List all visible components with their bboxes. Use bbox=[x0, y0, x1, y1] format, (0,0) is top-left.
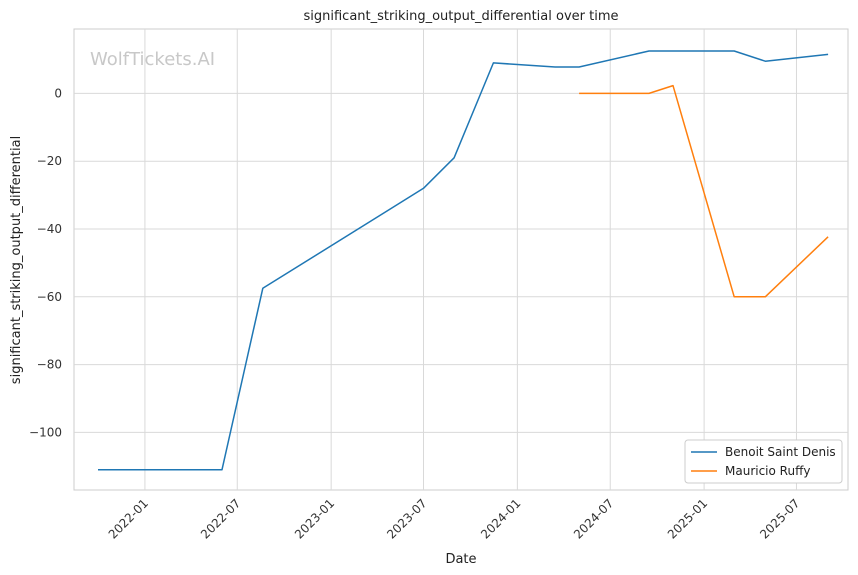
series-line bbox=[579, 84, 829, 298]
watermark: WolfTickets.AI bbox=[90, 49, 215, 70]
x-tick-label: 2022-01 bbox=[106, 496, 151, 541]
series-line bbox=[98, 50, 829, 471]
legend-label: Mauricio Ruffy bbox=[725, 464, 810, 478]
x-tick-label: 2024-07 bbox=[571, 496, 616, 541]
x-tick-label: 2024-01 bbox=[478, 496, 523, 541]
x-tick-label: 2025-07 bbox=[757, 496, 802, 541]
legend-box bbox=[684, 439, 843, 484]
plot-area bbox=[73, 28, 849, 491]
y-tick-label: −40 bbox=[37, 222, 62, 236]
y-tick-label: −20 bbox=[37, 154, 62, 168]
legend: Benoit Saint Denis Mauricio Ruffy bbox=[684, 439, 843, 484]
grid bbox=[74, 29, 848, 490]
x-tick-label: 2025-01 bbox=[665, 496, 710, 541]
x-tick-label: 2022-07 bbox=[198, 496, 243, 541]
series-lines bbox=[98, 50, 829, 471]
x-tick-labels: 2022-01 2022-07 2023-01 2023-07 2024-01 2024-… bbox=[106, 496, 803, 541]
legend-label: Benoit Saint Denis bbox=[725, 445, 836, 459]
x-tick-label: 2023-01 bbox=[292, 496, 337, 541]
x-tick-label: 2023-07 bbox=[384, 496, 429, 541]
y-tick-label: −60 bbox=[37, 290, 62, 304]
y-axis-label: significant_striking_output_differential bbox=[9, 136, 24, 384]
x-axis-label: Date bbox=[445, 552, 476, 567]
y-tick-labels: 0 −20 −40 −60 −80 −100 bbox=[29, 86, 62, 439]
y-tick-label: −80 bbox=[37, 358, 62, 372]
y-tick-label: 0 bbox=[54, 86, 62, 100]
chart-title: significant_striking_output_differential… bbox=[304, 9, 619, 24]
y-tick-label: −100 bbox=[29, 425, 62, 439]
